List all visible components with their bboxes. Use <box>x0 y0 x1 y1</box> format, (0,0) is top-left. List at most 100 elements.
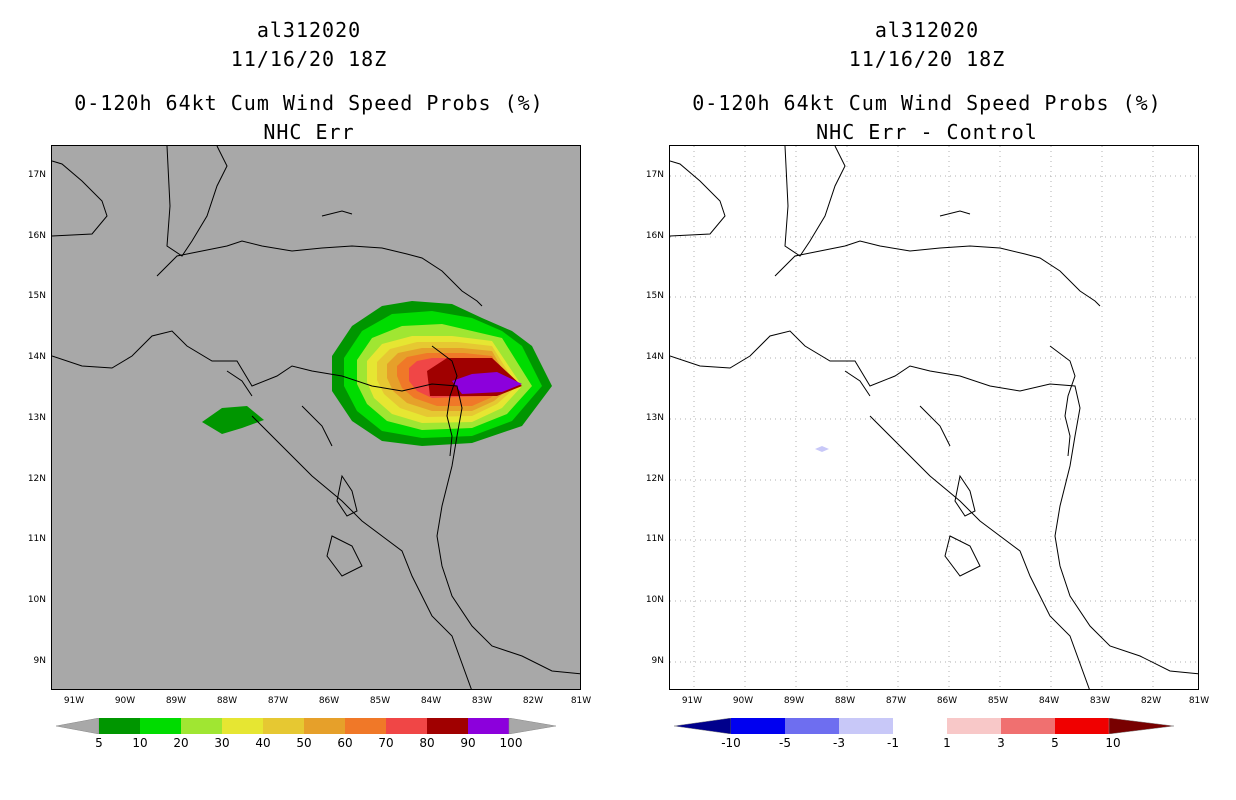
colorbar-swatch <box>345 718 386 734</box>
colorbar-swatch <box>140 718 181 734</box>
colorbar-swatch <box>731 718 785 734</box>
colorbar-label: 3 <box>997 736 1005 750</box>
colorbar-swatch <box>263 718 304 734</box>
colorbar-swatch <box>181 718 222 734</box>
map-left-svg <box>52 146 580 689</box>
y-label: 13N <box>27 413 46 423</box>
colorbar-label: 20 <box>173 736 189 750</box>
colorbar-end-left <box>674 718 732 734</box>
y-label: 10N <box>645 595 664 605</box>
colorbar-label: -1 <box>887 736 899 750</box>
colorbar-end-right <box>1108 718 1174 734</box>
map-right-svg <box>670 146 1198 689</box>
x-label: 85W <box>369 696 391 706</box>
x-label: 88W <box>216 696 238 706</box>
x-label: 88W <box>834 696 856 706</box>
x-label: 82W <box>1140 696 1162 706</box>
left-colorbar <box>56 718 556 734</box>
colorbar-label: 90 <box>460 736 476 750</box>
map-right <box>669 145 1199 690</box>
x-label: 84W <box>1038 696 1060 706</box>
coastlines <box>670 146 1198 689</box>
x-label: 89W <box>165 696 187 706</box>
right-colorbar <box>674 718 1174 734</box>
colorbar-label: 70 <box>378 736 394 750</box>
colorbar-label: 80 <box>419 736 435 750</box>
colorbar-swatch <box>1055 718 1109 734</box>
storm-id-title: al312020 <box>874 18 980 42</box>
map-left <box>51 145 581 690</box>
x-label: 90W <box>732 696 754 706</box>
left-panel: al312020 11/16/20 18Z 0-120h 64kt Cum Wi… <box>74 18 544 144</box>
x-label: 90W <box>114 696 136 706</box>
colorbar-end-left <box>56 718 100 734</box>
y-label: 10N <box>27 595 46 605</box>
colorbar-swatch <box>99 718 140 734</box>
colorbar-label: 5 <box>95 736 103 750</box>
colorbar-label: 10 <box>1105 736 1121 750</box>
y-label: 11N <box>645 534 664 544</box>
x-label: 87W <box>885 696 907 706</box>
x-label: 81W <box>570 696 592 706</box>
x-label: 86W <box>318 696 340 706</box>
colorbar-label: 40 <box>255 736 271 750</box>
x-label: 89W <box>783 696 805 706</box>
colorbar-swatch <box>427 718 468 734</box>
x-label: 91W <box>681 696 703 706</box>
y-label: 16N <box>645 231 664 241</box>
y-label: 13N <box>645 413 664 423</box>
x-label: 82W <box>522 696 544 706</box>
y-label: 15N <box>645 291 664 301</box>
colorbar-swatch <box>1001 718 1055 734</box>
y-label: 17N <box>27 170 46 180</box>
colorbar-label: 100 <box>499 736 523 750</box>
y-label: 12N <box>27 474 46 484</box>
x-label: 85W <box>987 696 1009 706</box>
y-label: 9N <box>33 656 46 666</box>
x-label: 83W <box>471 696 493 706</box>
colorbar-swatch <box>893 718 947 734</box>
right-panel: al312020 11/16/20 18Z 0-120h 64kt Cum Wi… <box>618 0 1236 800</box>
colorbar-swatch <box>222 718 263 734</box>
difference-contour <box>815 446 829 452</box>
colorbar-label: 60 <box>337 736 353 750</box>
subtitle: NHC Err - Control <box>816 120 1038 144</box>
y-label: 15N <box>27 291 46 301</box>
y-label: 11N <box>27 534 46 544</box>
colorbar-swatch <box>947 718 1001 734</box>
colorbar-label: 50 <box>296 736 312 750</box>
colorbar-swatch <box>304 718 345 734</box>
colorbar-swatch <box>468 718 509 734</box>
colorbar-swatch <box>386 718 427 734</box>
y-label: 12N <box>645 474 664 484</box>
colorbar-label: -5 <box>779 736 791 750</box>
x-label: 86W <box>936 696 958 706</box>
probability-contours <box>202 301 552 446</box>
datetime-title: 11/16/20 18Z <box>848 47 1006 71</box>
storm-id-title: al312020 <box>256 18 362 42</box>
colorbar-end-right <box>508 718 556 734</box>
colorbar-label: 1 <box>943 736 951 750</box>
product-title: 0-120h 64kt Cum Wind Speed Probs (%) <box>692 91 1162 115</box>
y-label: 14N <box>645 352 664 362</box>
product-title: 0-120h 64kt Cum Wind Speed Probs (%) <box>74 91 544 115</box>
y-label: 14N <box>27 352 46 362</box>
datetime-title: 11/16/20 18Z <box>230 47 388 71</box>
colorbar-label: -10 <box>721 736 741 750</box>
y-label: 9N <box>651 656 664 666</box>
colorbar-label: 30 <box>214 736 230 750</box>
x-label: 87W <box>267 696 289 706</box>
colorbar-swatch <box>785 718 839 734</box>
colorbar-label: 5 <box>1051 736 1059 750</box>
gridlines <box>670 146 1198 689</box>
x-label: 84W <box>420 696 442 706</box>
coastlines <box>52 146 580 689</box>
subtitle: NHC Err <box>263 120 355 144</box>
y-label: 16N <box>27 231 46 241</box>
x-label: 81W <box>1188 696 1210 706</box>
y-label: 17N <box>645 170 664 180</box>
x-label: 83W <box>1089 696 1111 706</box>
x-label: 91W <box>63 696 85 706</box>
colorbar-swatch <box>839 718 893 734</box>
colorbar-label: 10 <box>132 736 148 750</box>
